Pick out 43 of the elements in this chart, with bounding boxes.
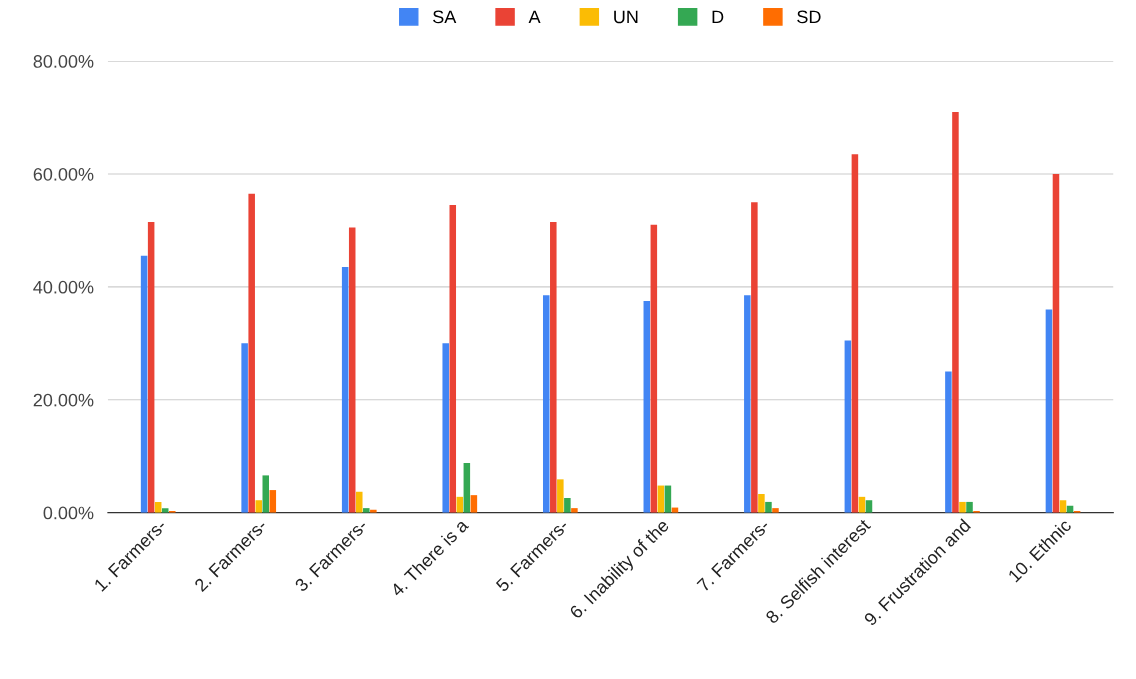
bar xyxy=(550,221,557,513)
y-tick-label: 20.00% xyxy=(33,393,94,407)
bar xyxy=(844,340,852,513)
bar xyxy=(751,202,758,513)
y-tick-label: 40.00% xyxy=(33,280,94,294)
bar xyxy=(262,475,270,513)
bar xyxy=(966,501,973,513)
bar xyxy=(348,227,356,513)
bar xyxy=(341,267,349,513)
legend-label: SD xyxy=(797,10,821,24)
bar xyxy=(772,508,779,513)
bar xyxy=(449,205,457,513)
bar xyxy=(643,300,651,513)
bar xyxy=(765,501,772,513)
bar xyxy=(140,255,148,513)
bar xyxy=(255,500,262,513)
bar xyxy=(959,501,966,513)
bar xyxy=(851,154,859,513)
bar xyxy=(945,371,952,513)
bar xyxy=(542,295,550,513)
bar xyxy=(248,193,255,513)
bar xyxy=(758,494,765,513)
bar xyxy=(363,508,370,513)
y-tick-label: 0.00% xyxy=(43,506,94,520)
bar xyxy=(744,295,751,513)
legend-label: SA xyxy=(433,10,457,24)
bar xyxy=(442,343,449,513)
bar xyxy=(1052,173,1060,513)
legend-label: D xyxy=(712,10,724,24)
legend-label: UN xyxy=(614,10,638,24)
bar xyxy=(241,343,248,513)
bar xyxy=(463,462,471,513)
bar xyxy=(1045,309,1053,513)
bar xyxy=(557,479,564,513)
bar xyxy=(564,497,571,513)
bar xyxy=(147,221,155,513)
bar xyxy=(355,491,363,513)
y-tick-label: 80.00% xyxy=(33,55,94,68)
y-tick-label: 60.00% xyxy=(33,167,94,181)
bar xyxy=(952,111,959,513)
bar xyxy=(650,224,658,513)
legend-label: A xyxy=(528,10,541,24)
bar xyxy=(571,508,578,513)
